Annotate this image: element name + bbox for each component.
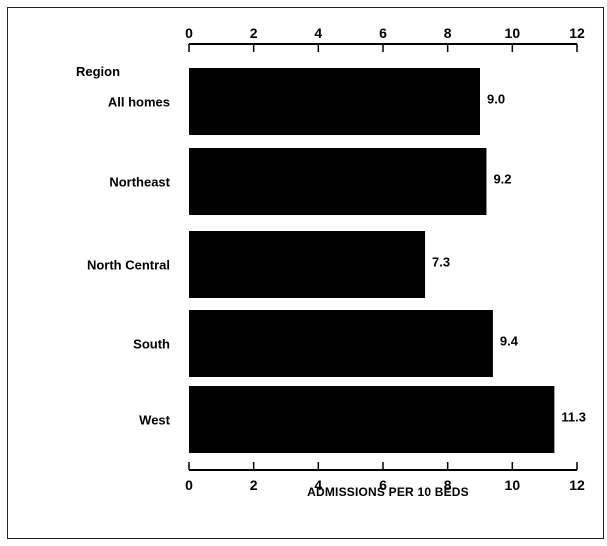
bar — [189, 386, 555, 453]
bottom-axis-tick-label: 12 — [569, 477, 585, 493]
bottom-axis-tick-label: 10 — [505, 477, 521, 493]
bar — [189, 310, 493, 377]
category-label: All homes — [108, 95, 170, 110]
bar — [189, 68, 480, 135]
category-label: North Central — [87, 258, 170, 273]
category-label: West — [139, 413, 170, 428]
top-axis-tick-label: 0 — [185, 25, 193, 41]
top-axis-tick-label: 4 — [314, 25, 322, 41]
top-axis-tick-label: 12 — [569, 25, 585, 41]
bottom-axis-tick-label: 6 — [379, 477, 387, 493]
category-axis-label: Region — [76, 64, 120, 79]
bottom-axis: 0 2 4 6 8 10 12 — [185, 462, 585, 493]
bottom-axis-tick-label: 8 — [444, 477, 452, 493]
bar — [189, 148, 487, 215]
bar-value-label: 9.4 — [500, 334, 519, 349]
bar-value-label: 9.2 — [493, 172, 511, 187]
bottom-axis-tick-label: 4 — [314, 477, 322, 493]
bar-value-label: 11.3 — [561, 410, 586, 425]
bar — [189, 231, 426, 298]
category-label: South — [133, 337, 170, 352]
bar-value-label: 7.3 — [432, 255, 450, 270]
x-axis-title: ADMISSIONS PER 10 BEDS — [307, 485, 469, 499]
top-axis: 0 2 4 6 8 10 12 — [185, 25, 585, 52]
bars: All homes 9.0 Northeast 9.2 North Central 7.3… — [87, 68, 586, 453]
top-axis-tick-label: 8 — [444, 25, 452, 41]
bottom-axis-tick-label: 0 — [185, 477, 193, 493]
top-axis-tick-label: 6 — [379, 25, 387, 41]
bar-value-label: 9.0 — [487, 92, 505, 107]
top-axis-tick-label: 2 — [250, 25, 258, 41]
category-label: Northeast — [109, 175, 170, 190]
top-axis-tick-label: 10 — [505, 25, 521, 41]
bottom-axis-tick-label: 2 — [250, 477, 258, 493]
